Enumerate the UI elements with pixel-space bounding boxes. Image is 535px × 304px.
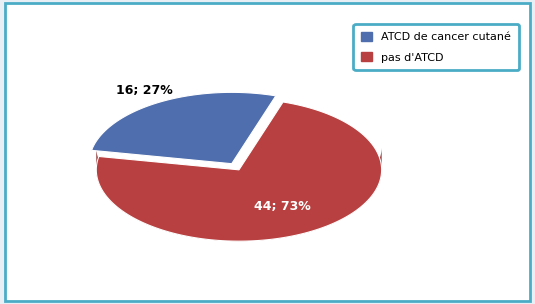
Legend: ATCD de cancer cutané, pas d'ATCD: ATCD de cancer cutané, pas d'ATCD — [353, 24, 519, 71]
Polygon shape — [96, 102, 381, 241]
Text: 44; 73%: 44; 73% — [254, 200, 311, 213]
Polygon shape — [91, 92, 276, 164]
Polygon shape — [96, 148, 381, 241]
Text: 16; 27%: 16; 27% — [116, 84, 173, 96]
